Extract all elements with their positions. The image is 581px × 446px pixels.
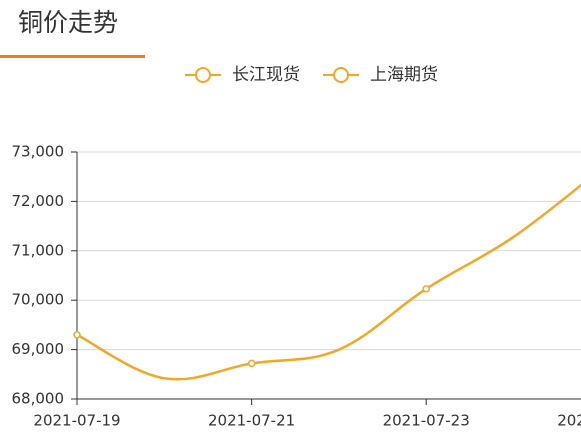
tab-underline <box>0 55 145 58</box>
y-tick-label: 70,000 <box>12 291 65 309</box>
series-line <box>76 183 581 381</box>
x-tick-label: 2021-07-23 <box>383 412 470 430</box>
y-tick-label: 72,000 <box>12 192 65 210</box>
y-tick-label: 69,000 <box>12 340 65 358</box>
y-tick-label: 68,000 <box>12 390 65 408</box>
x-tick-label: 2021-07-25 <box>557 412 581 430</box>
x-tick-label: 2021-07-19 <box>33 412 120 430</box>
legend-marker <box>195 67 211 83</box>
y-tick-label: 71,000 <box>12 241 65 259</box>
point-marker <box>73 331 81 339</box>
point-marker <box>422 285 430 293</box>
legend-label: 上海期货 <box>370 65 438 85</box>
y-tick-label: 73,000 <box>12 143 65 161</box>
legend-marker <box>333 67 349 83</box>
x-tick-label: 2021-07-21 <box>208 412 295 430</box>
legend-label: 长江现货 <box>232 65 300 85</box>
point-marker <box>247 359 256 368</box>
chart-title: 铜价走势 <box>18 8 118 37</box>
